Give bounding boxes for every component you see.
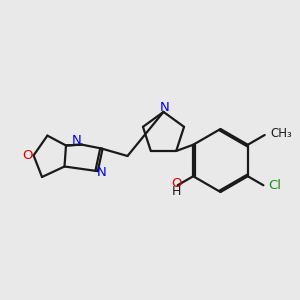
Text: H: H [171, 185, 181, 198]
Text: N: N [72, 134, 82, 148]
Text: CH₃: CH₃ [270, 127, 292, 140]
Text: O: O [171, 177, 181, 190]
Text: N: N [97, 166, 107, 179]
Text: Cl: Cl [268, 179, 281, 192]
Text: O: O [22, 149, 33, 162]
Text: N: N [160, 101, 170, 114]
